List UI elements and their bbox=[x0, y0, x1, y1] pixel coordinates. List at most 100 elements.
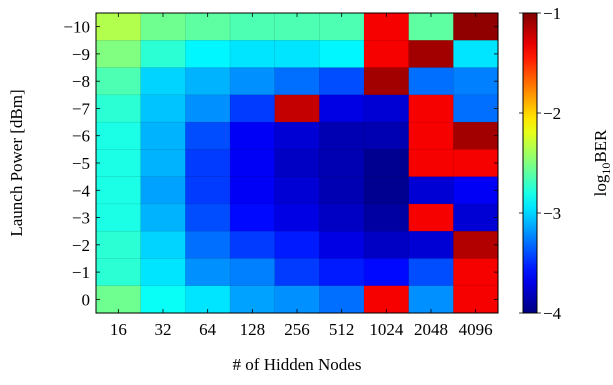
heatmap-cell bbox=[363, 258, 410, 287]
heatmap-cell bbox=[95, 94, 142, 123]
x-axis-label: # of Hidden Nodes bbox=[233, 355, 362, 374]
x-tick-label: 4096 bbox=[459, 320, 493, 339]
heatmap-cell bbox=[453, 176, 499, 205]
heatmap-cell bbox=[408, 67, 454, 96]
heatmap-cell bbox=[363, 176, 410, 205]
heatmap-cell bbox=[274, 230, 320, 260]
heatmap-cell bbox=[95, 12, 142, 41]
heatmap-cell bbox=[453, 12, 499, 41]
heatmap-cell bbox=[319, 40, 365, 69]
x-tick-label: 32 bbox=[155, 320, 172, 339]
heatmap-cell bbox=[140, 94, 186, 123]
y-tick-label: 0 bbox=[82, 290, 91, 309]
heatmap-cell bbox=[319, 121, 365, 151]
heatmap-cell bbox=[229, 121, 276, 151]
heatmap-cell bbox=[319, 149, 365, 178]
y-tick-label: −5 bbox=[72, 154, 90, 173]
heatmap-cell bbox=[229, 40, 276, 69]
heatmap-cell bbox=[453, 40, 499, 69]
heatmap-cell bbox=[229, 230, 276, 260]
heatmap-cell bbox=[229, 285, 276, 314]
y-tick-label: −1 bbox=[72, 263, 90, 282]
heatmap-cell bbox=[140, 285, 186, 314]
y-tick-label: −10 bbox=[63, 18, 90, 37]
x-tick-label: 2048 bbox=[414, 320, 448, 339]
x-tick-label: 512 bbox=[329, 320, 355, 339]
heatmap-cell bbox=[140, 40, 186, 69]
heatmap-cell bbox=[185, 94, 231, 123]
heatmap-cell bbox=[274, 121, 320, 151]
x-tick-label: 256 bbox=[284, 320, 310, 339]
x-tick-label: 128 bbox=[240, 320, 266, 339]
heatmap-cell bbox=[453, 230, 499, 260]
heatmap-cell bbox=[453, 149, 499, 178]
heatmap-cell bbox=[319, 203, 365, 232]
heatmap-cell bbox=[408, 121, 454, 151]
heatmap-cell bbox=[140, 12, 186, 41]
colorbar-tick-label: −3 bbox=[543, 204, 561, 223]
heatmap-cell bbox=[363, 40, 410, 69]
heatmap-cell bbox=[319, 94, 365, 123]
heatmap-cell bbox=[140, 176, 186, 205]
heatmap-cell bbox=[363, 94, 410, 123]
heatmap-cell bbox=[408, 40, 454, 69]
heatmap-cell bbox=[274, 67, 320, 96]
y-axis-label: Launch Power [dBm] bbox=[7, 89, 26, 236]
colorbar-label: log10BER bbox=[591, 129, 613, 196]
heatmap-cell bbox=[140, 203, 186, 232]
heatmap-cell bbox=[363, 230, 410, 260]
heatmap-cell bbox=[229, 94, 276, 123]
heatmap-cell bbox=[140, 121, 186, 151]
heatmap-cell bbox=[408, 94, 454, 123]
y-tick-label: −8 bbox=[72, 72, 90, 91]
heatmap-cell bbox=[185, 40, 231, 69]
heatmap-cells bbox=[95, 12, 499, 314]
y-tick-label: −4 bbox=[72, 181, 91, 200]
heatmap-cell bbox=[185, 230, 231, 260]
heatmap-cell bbox=[453, 203, 499, 232]
heatmap-cell bbox=[274, 94, 320, 123]
heatmap-cell bbox=[363, 121, 410, 151]
heatmap-cell bbox=[140, 67, 186, 96]
heatmap-cell bbox=[319, 285, 365, 314]
heatmap-cell bbox=[229, 203, 276, 232]
x-tick-label: 64 bbox=[199, 320, 217, 339]
heatmap-cell bbox=[363, 12, 410, 41]
y-axis-ticks: −10−9−8−7−6−5−4−3−2−10 bbox=[63, 18, 498, 309]
heatmap-cell bbox=[185, 12, 231, 41]
heatmap-cell bbox=[95, 258, 142, 287]
heatmap-cell bbox=[363, 203, 410, 232]
heatmap-cell bbox=[274, 176, 320, 205]
heatmap-cell bbox=[95, 67, 142, 96]
heatmap-cell bbox=[453, 121, 499, 151]
heatmap-cell bbox=[319, 176, 365, 205]
y-tick-label: −9 bbox=[72, 45, 90, 64]
heatmap-cell bbox=[408, 149, 454, 178]
heatmap-cell bbox=[319, 230, 365, 260]
heatmap-cell bbox=[95, 176, 142, 205]
heatmap-cell bbox=[274, 203, 320, 232]
heatmap-cell bbox=[453, 67, 499, 96]
heatmap-cell bbox=[229, 67, 276, 96]
heatmap-cell bbox=[229, 149, 276, 178]
heatmap-cell bbox=[319, 258, 365, 287]
heatmap-cell bbox=[185, 67, 231, 96]
heatmap-cell bbox=[363, 149, 410, 178]
heatmap-cell bbox=[408, 12, 454, 41]
heatmap-cell bbox=[363, 67, 410, 96]
heatmap-cell bbox=[453, 258, 499, 287]
y-tick-label: −2 bbox=[72, 236, 90, 255]
colorbar-tick-label: −2 bbox=[543, 104, 561, 123]
heatmap-cell bbox=[95, 40, 142, 69]
x-tick-label: 16 bbox=[110, 320, 127, 339]
heatmap-cell bbox=[140, 149, 186, 178]
heatmap-cell bbox=[229, 258, 276, 287]
heatmap-cell bbox=[185, 121, 231, 151]
colorbar-tick-label: −1 bbox=[543, 4, 561, 23]
heatmap-cell bbox=[185, 258, 231, 287]
heatmap-cell bbox=[274, 149, 320, 178]
x-axis-ticks: 16 32 64 128 256 512 1024 2048 4096 bbox=[110, 13, 493, 339]
heatmap-cell bbox=[408, 285, 454, 314]
heatmap-cell bbox=[95, 285, 142, 314]
